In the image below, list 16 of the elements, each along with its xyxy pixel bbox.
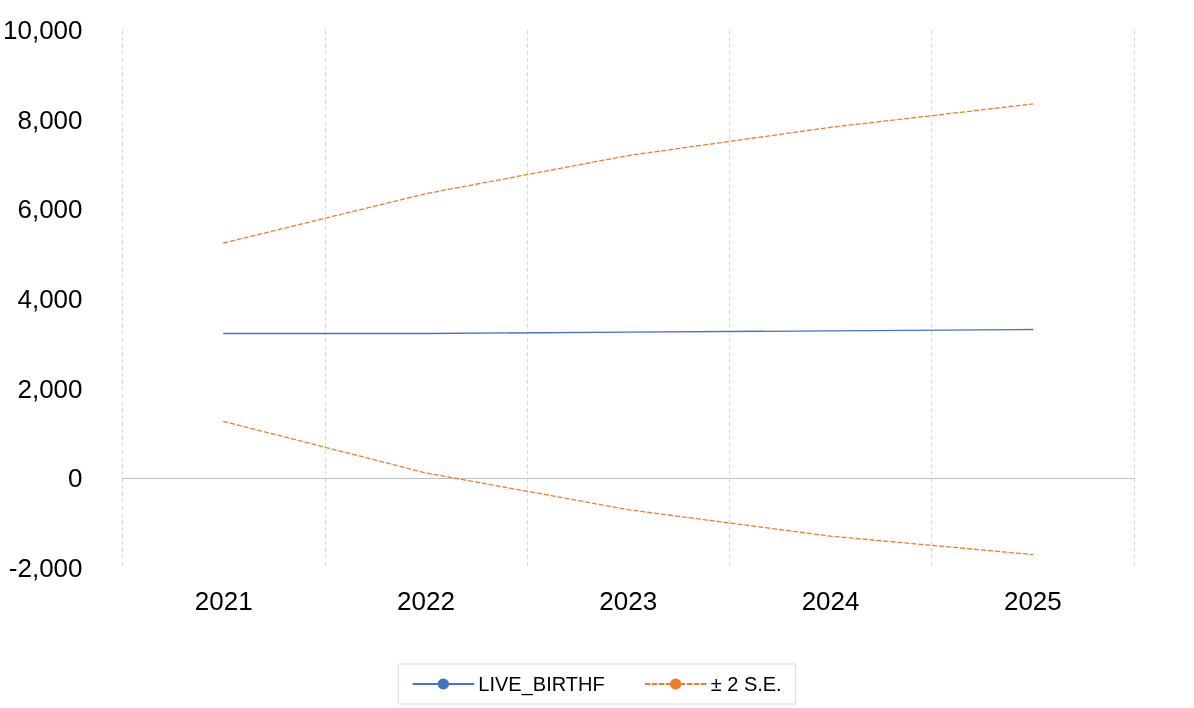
x-tick-label: 2025 [1003,586,1062,616]
x-tick-label: 2021 [194,586,253,616]
line-series [223,103,1034,244]
x-tick-label: 2023 [599,586,658,616]
legend-label: LIVE_BIRTHF [478,673,605,696]
x-tick-label: 2022 [397,586,455,616]
y-tick-label: 2,000 [17,373,83,404]
y-tick-label: 6,000 [17,194,83,225]
legend-label: ± 2 S.E. [710,673,782,695]
y-tick-label: 0 [68,463,83,494]
y-tick-label: 8,000 [17,104,83,135]
x-tick-label: 2024 [801,586,860,616]
y-tick-label: -2,000 [8,553,83,583]
line-series [223,420,1034,556]
y-tick-label: 10,000 [2,15,83,45]
y-tick-label: 4,000 [17,284,83,314]
